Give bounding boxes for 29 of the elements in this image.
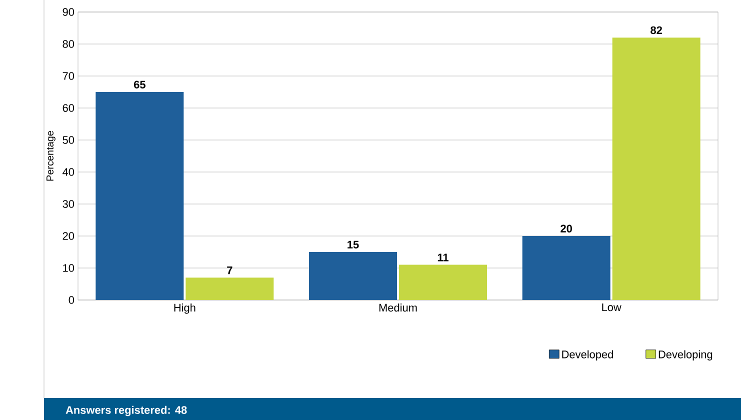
y-tick-label: 40	[62, 168, 74, 176]
y-tick-label: 10	[63, 264, 74, 272]
y-tick-label: 90	[62, 8, 74, 16]
bar	[96, 92, 184, 300]
y-axis-title: Percentage	[46, 130, 56, 181]
bar	[309, 252, 398, 300]
y-tick-label: 70	[62, 72, 74, 80]
bar	[399, 264, 487, 300]
data-label: 82	[650, 26, 662, 34]
legend-label: Developing	[658, 350, 712, 360]
bar	[522, 236, 610, 300]
y-tick-label: 30	[62, 200, 74, 208]
text: Answers registered: 48	[66, 406, 187, 416]
y-tick-label: 80	[62, 40, 74, 48]
legend-label: Developed	[562, 350, 613, 360]
y-tick-label: 20	[62, 232, 74, 240]
data-label: 20	[560, 224, 572, 232]
bar	[186, 278, 274, 300]
data-label: 65	[134, 80, 146, 88]
x-tick-label: Medium	[379, 304, 417, 312]
data-label: 7	[227, 266, 232, 274]
x-tick-label: Low	[602, 304, 622, 312]
y-tick-label: 50	[62, 136, 74, 144]
data-label: 15	[348, 240, 359, 248]
y-tick-label: 60	[62, 104, 74, 112]
bar	[612, 38, 700, 300]
y-tick-label: 0	[68, 296, 74, 304]
data-label: 11	[438, 254, 448, 262]
x-tick-label: High	[174, 304, 196, 314]
